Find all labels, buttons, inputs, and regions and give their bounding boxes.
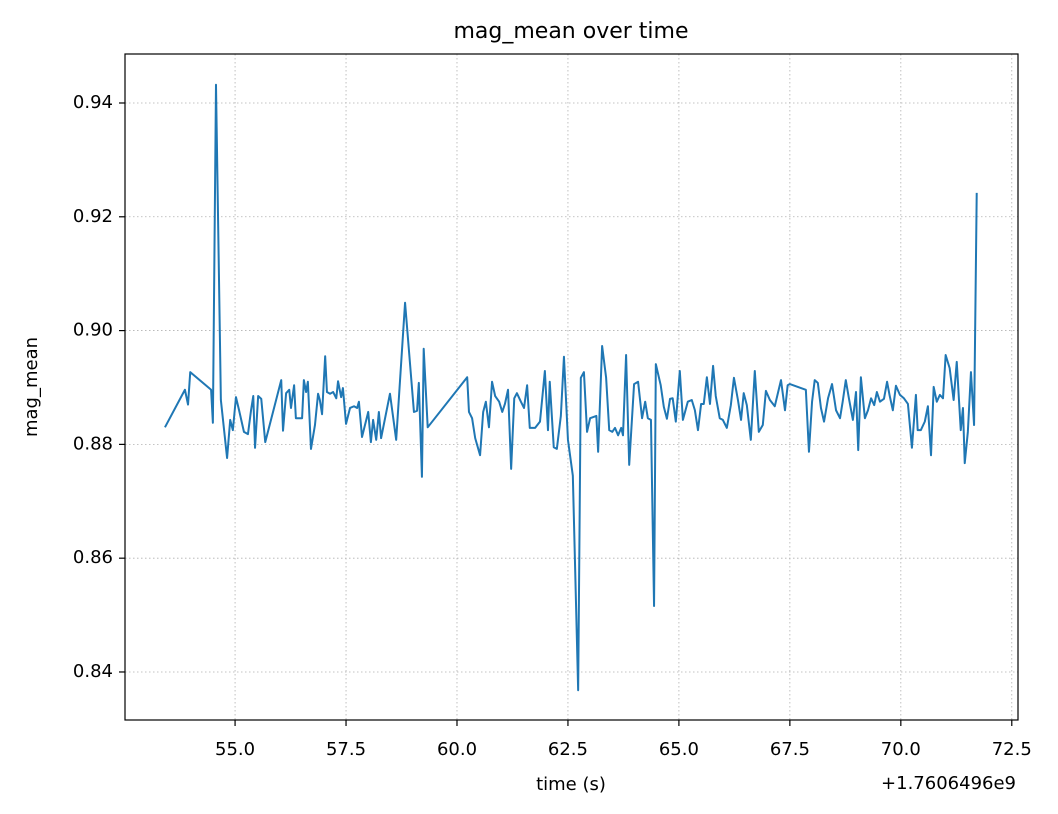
x-tick-label: 62.5 [548,739,588,760]
y-tick-label: 0.92 [73,206,113,227]
x-tick-label: 65.0 [659,739,699,760]
x-tick-label: 67.5 [770,739,810,760]
x-tick-label: 60.0 [437,739,477,760]
x-tick-label: 57.5 [326,739,366,760]
y-tick-label: 0.86 [73,547,113,568]
y-tick-label: 0.90 [73,320,113,341]
plot-frame [124,53,1019,721]
y-axis-label: mag_mean [21,337,42,437]
x-tick-label: 55.0 [215,739,255,760]
y-tick-label: 0.94 [73,92,113,113]
y-tick-label: 0.84 [73,661,113,682]
x-offset-label: +1.7606496e9 [881,773,1016,794]
x-tick-label: 70.0 [881,739,921,760]
x-tick-label: 72.5 [992,739,1032,760]
data-line [164,83,978,692]
y-tick-label: 0.88 [73,433,113,454]
chart-title: mag_mean over time [453,19,688,44]
x-axis-label: time (s) [536,774,606,795]
